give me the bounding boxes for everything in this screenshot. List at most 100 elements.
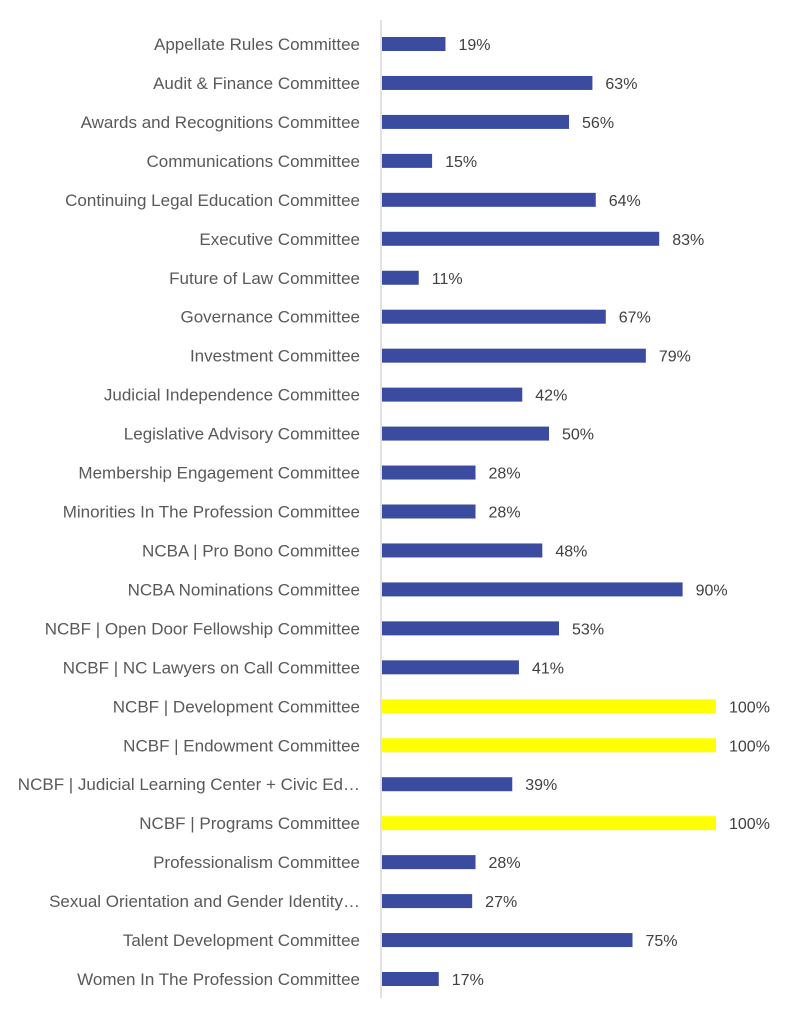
bar: [382, 426, 549, 441]
category-label: Executive Committee: [199, 230, 360, 249]
bar: [382, 894, 473, 909]
category-label: Appellate Rules Committee: [154, 35, 360, 54]
bar-highlighted: [382, 738, 716, 753]
bar-row: NCBF | Development Committee 100%: [113, 697, 770, 716]
category-label: Audit & Finance Committee: [153, 74, 360, 93]
value-label: 79%: [659, 349, 691, 366]
bar-row: NCBF | Open Door Fellowship Committee 53%: [45, 619, 604, 638]
value-label: 83%: [672, 232, 704, 249]
bar: [382, 270, 419, 285]
bar-row: Communications Committee 15%: [146, 152, 477, 171]
bar-row: Future of Law Committee 11%: [169, 269, 462, 288]
bar: [382, 465, 476, 480]
category-label: NCBF | NC Lawyers on Call Committee: [63, 658, 360, 677]
bar-row: Talent Development Committee 75%: [123, 931, 678, 950]
category-label: NCBF | Programs Committee: [139, 814, 360, 833]
bar-rows: Appellate Rules Committee 19% Audit & Fina…: [18, 35, 770, 989]
bar-row: Appellate Rules Committee 19%: [154, 35, 490, 54]
bar: [382, 153, 433, 168]
bar-row: NCBF | NC Lawyers on Call Committee 41%: [63, 658, 564, 677]
category-label: Sexual Orientation and Gender Identity…: [49, 892, 360, 911]
value-label: 100%: [729, 738, 770, 755]
bar: [382, 855, 476, 870]
category-label: Awards and Recognitions Committee: [81, 113, 360, 132]
bar-row: Investment Committee 79%: [190, 347, 691, 366]
category-label: Investment Committee: [190, 347, 360, 366]
value-label: 75%: [646, 933, 678, 950]
bar-row: Judicial Independence Committee 42%: [104, 386, 567, 405]
bar: [382, 504, 476, 519]
bar-row: Awards and Recognitions Committee 56%: [81, 113, 614, 132]
category-label: Communications Committee: [146, 152, 360, 171]
bar-row: Continuing Legal Education Committee 64%: [65, 191, 641, 210]
bar-row: Legislative Advisory Committee 50%: [124, 425, 594, 444]
category-label: Minorities In The Profession Committee: [63, 503, 360, 522]
category-label: NCBF | Development Committee: [113, 697, 360, 716]
bar-row: NCBF | Programs Committee 100%: [139, 814, 770, 833]
category-label: NCBF | Open Door Fellowship Committee: [45, 619, 360, 638]
category-label: Professionalism Committee: [153, 853, 360, 872]
category-label: NCBA Nominations Committee: [128, 580, 360, 599]
bar-row: Executive Committee 83%: [199, 230, 704, 249]
value-label: 100%: [729, 816, 770, 833]
value-label: 17%: [452, 972, 484, 989]
bar: [382, 231, 660, 246]
bar: [382, 660, 519, 675]
bar-row: NCBA | Pro Bono Committee 48%: [142, 541, 587, 560]
value-label: 100%: [729, 699, 770, 716]
category-label: Membership Engagement Committee: [78, 464, 360, 483]
bar-row: NCBA Nominations Committee 90%: [128, 580, 728, 599]
value-label: 63%: [605, 76, 637, 93]
value-label: 50%: [562, 427, 594, 444]
category-label: Women In The Profession Committee: [77, 970, 360, 989]
value-label: 28%: [489, 505, 521, 522]
bar-row: Minorities In The Profession Committee 28…: [63, 503, 521, 522]
value-label: 48%: [555, 543, 587, 560]
value-label: 28%: [489, 466, 521, 483]
value-label: 27%: [485, 894, 517, 911]
bar-row: Sexual Orientation and Gender Identity… 2…: [49, 892, 517, 911]
value-label: 56%: [582, 115, 614, 132]
value-label: 42%: [535, 388, 567, 405]
bar-row: Women In The Profession Committee 17%: [77, 970, 484, 989]
bar: [382, 75, 593, 90]
value-label: 39%: [525, 777, 557, 794]
bar-row: Audit & Finance Committee 63%: [153, 74, 637, 93]
value-label: 28%: [489, 855, 521, 872]
value-label: 15%: [445, 154, 477, 171]
bar-row: NCBF | Judicial Learning Center + Civic …: [18, 775, 557, 794]
value-label: 90%: [696, 582, 728, 599]
category-label: Legislative Advisory Committee: [124, 425, 360, 444]
category-label: Governance Committee: [180, 308, 360, 327]
category-label: Judicial Independence Committee: [104, 386, 360, 405]
category-label: Continuing Legal Education Committee: [65, 191, 360, 210]
bar: [382, 192, 596, 207]
category-label: NCBA | Pro Bono Committee: [142, 541, 360, 560]
bar: [382, 777, 513, 792]
bar: [382, 543, 543, 558]
bar: [382, 582, 683, 597]
bar: [382, 933, 633, 948]
value-label: 53%: [572, 621, 604, 638]
category-label: NCBF | Endowment Committee: [123, 736, 360, 755]
bar: [382, 37, 446, 51]
value-label: 41%: [532, 660, 564, 677]
bar: [382, 309, 606, 324]
category-label: Talent Development Committee: [123, 931, 360, 950]
value-label: 19%: [458, 37, 490, 54]
bar: [382, 972, 439, 986]
category-label: Future of Law Committee: [169, 269, 360, 288]
value-label: 67%: [619, 310, 651, 327]
bar-row: Governance Committee 67%: [180, 308, 650, 327]
bar-row: Professionalism Committee 28%: [153, 853, 520, 872]
bar-highlighted: [382, 816, 716, 831]
bar: [382, 621, 560, 636]
category-label: NCBF | Judicial Learning Center + Civic …: [18, 775, 360, 794]
bar: [382, 114, 570, 129]
bar-row: Membership Engagement Committee 28%: [78, 464, 520, 483]
value-label: 64%: [609, 193, 641, 210]
bar-row: NCBF | Endowment Committee 100%: [123, 736, 770, 755]
bar: [382, 348, 646, 363]
bar-highlighted: [382, 699, 716, 714]
